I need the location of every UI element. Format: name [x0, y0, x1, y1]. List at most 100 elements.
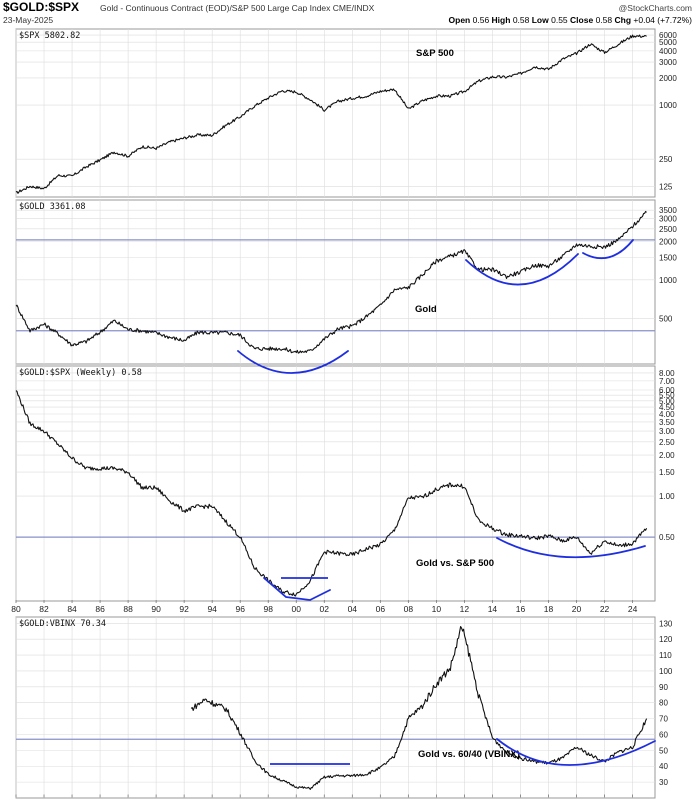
y-tick-label: 3.50 — [659, 418, 675, 427]
x-tick-label: 20 — [572, 604, 582, 614]
x-tick-label: 80 — [11, 799, 21, 800]
y-tick-label: 2.50 — [659, 438, 675, 447]
svg-text:Open 0.56 High 0.58 Low 0.55: Open 0.56 High 0.58 Low 0.55 Close 0.58 … — [449, 15, 693, 25]
x-tick-label: 92 — [179, 604, 189, 614]
chart-date: 23-May-2025 — [3, 15, 53, 25]
y-tick-label: 2000 — [659, 74, 677, 83]
x-tick-label: 22 — [600, 799, 610, 800]
highlight-curve — [263, 577, 331, 601]
chg-label: Chg — [614, 15, 631, 25]
y-tick-label: 5000 — [659, 38, 677, 47]
x-tick-label: 00 — [292, 799, 302, 800]
close-label: Close — [570, 15, 593, 25]
y-tick-label: 3500 — [659, 206, 677, 215]
y-tick-label: 3000 — [659, 215, 677, 224]
chart-symbol-title: $GOLD:$SPX — [3, 0, 79, 14]
x-tick-label: 16 — [516, 604, 526, 614]
quote-readout: Open 0.56 High 0.58 Low 0.55 Close 0.58 … — [449, 15, 693, 25]
x-tick-label: 08 — [404, 799, 414, 800]
y-tick-label: 100 — [659, 667, 673, 676]
highlight-curve — [582, 239, 634, 260]
stockcharts-watermark: @StockCharts.com — [619, 3, 692, 13]
x-tick-label: 08 — [404, 604, 414, 614]
high-label: High — [492, 15, 511, 25]
x-tick-label: 16 — [516, 799, 526, 800]
highlight-curve — [496, 738, 656, 766]
x-tick-label: 92 — [179, 799, 189, 800]
x-tick-label: 14 — [488, 799, 498, 800]
y-tick-label: 2000 — [659, 237, 677, 246]
y-tick-label: 500 — [659, 314, 673, 323]
y-tick-label: 4.50 — [659, 403, 675, 412]
open-value: 0.56 — [473, 15, 490, 25]
x-tick-label: 98 — [264, 604, 274, 614]
x-tick-label: 12 — [460, 604, 470, 614]
price-series-line — [15, 390, 648, 597]
x-tick-label: 06 — [376, 604, 386, 614]
x-tick-label: 96 — [235, 604, 245, 614]
chart-description: Gold - Continuous Contract (EOD)/S&P 500… — [100, 3, 375, 13]
y-tick-label: 5.50 — [659, 391, 675, 400]
x-tick-label: 12 — [460, 799, 470, 800]
y-tick-label: 8.00 — [659, 369, 675, 378]
price-series-line — [190, 626, 648, 790]
x-tick-label: 84 — [67, 799, 77, 800]
y-tick-label: 7.00 — [659, 377, 675, 386]
y-tick-label: 6.00 — [659, 386, 675, 395]
high-value: 0.58 — [513, 15, 530, 25]
x-tick-label: 86 — [95, 604, 105, 614]
y-tick-label: 4.00 — [659, 410, 675, 419]
highlight-curve — [496, 537, 646, 559]
y-tick-label: 5.00 — [659, 397, 675, 406]
x-tick-label: 90 — [151, 604, 161, 614]
x-tick-label: 88 — [123, 604, 133, 614]
panel-4: 130 120 110 100 90 80 70 60 50 40 30 $GOLD:VBINX 70… — [15, 616, 673, 799]
y-tick-label: 60 — [659, 730, 668, 739]
x-tick-label: 10 — [432, 604, 442, 614]
y-tick-label: 70 — [659, 715, 668, 724]
y-tick-label: 130 — [659, 619, 673, 628]
x-tick-label: 98 — [264, 799, 274, 800]
panel-annotation: S&P 500 — [416, 48, 454, 59]
x-tick-label: 06 — [376, 799, 386, 800]
x-tick-label: 14 — [488, 604, 498, 614]
x-axis-bottom: 80 82 84 86 88 90 92 94 96 98 00 02 04 06 08 10 12 14 16 18… — [11, 794, 638, 800]
x-tick-label: 94 — [207, 799, 217, 800]
panel-3: 8.007.006.005.505.004.504.003.503.00 2.50… — [15, 365, 675, 602]
close-value: 0.58 — [596, 15, 613, 25]
y-tick-label: 120 — [659, 635, 673, 644]
panel-annotation: Gold vs. S&P 500 — [416, 558, 494, 569]
x-tick-label: 10 — [432, 799, 442, 800]
highlight-curve — [465, 253, 579, 286]
x-tick-label: 22 — [600, 604, 610, 614]
x-tick-label: 04 — [348, 799, 358, 800]
x-tick-label: 24 — [628, 604, 638, 614]
x-tick-label: 88 — [123, 799, 133, 800]
x-tick-label: 04 — [348, 604, 358, 614]
y-tick-label: 1.00 — [659, 492, 675, 501]
x-tick-label: 24 — [628, 799, 638, 800]
x-axis-middle: 80 82 84 86 88 90 92 94 96 98 00 02 04 06 08 10 12 14 16 18… — [11, 600, 638, 614]
y-tick-label: 110 — [659, 651, 672, 660]
low-value: 0.55 — [551, 15, 568, 25]
open-label: Open — [449, 15, 471, 25]
x-tick-label: 18 — [544, 604, 554, 614]
panel-label: $GOLD:VBINX 70.34 — [19, 619, 106, 629]
x-tick-label: 82 — [39, 799, 49, 800]
x-tick-label: 96 — [235, 799, 245, 800]
y-tick-label: 2500 — [659, 225, 677, 234]
y-tick-label: 50 — [659, 746, 668, 755]
x-tick-label: 94 — [207, 604, 217, 614]
price-series-line — [15, 34, 647, 194]
y-tick-label: 1.50 — [659, 468, 675, 477]
highlight-curves — [237, 239, 656, 766]
y-tick-label: 3.00 — [659, 427, 675, 436]
panel-label: $GOLD:$SPX (Weekly) 0.58 — [19, 368, 142, 378]
panel-label: $GOLD 3361.08 — [19, 202, 86, 212]
x-tick-label: 84 — [67, 604, 77, 614]
highlight-curve — [237, 350, 349, 374]
